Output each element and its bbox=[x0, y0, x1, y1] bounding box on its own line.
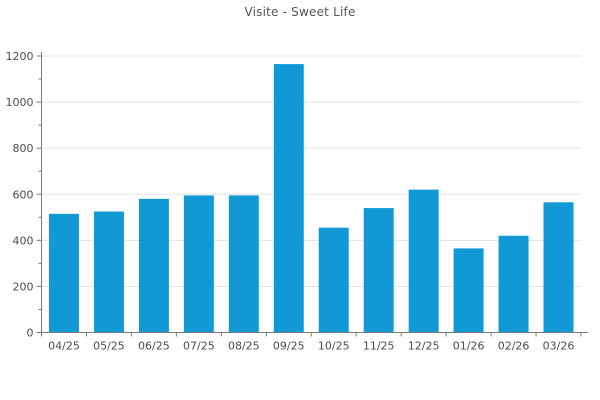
bar-05/25 bbox=[93, 211, 124, 333]
x-tick-label: 12/25 bbox=[408, 340, 440, 353]
x-tick-label: 08/25 bbox=[228, 340, 260, 353]
y-tick-label: 200 bbox=[13, 280, 34, 293]
x-tick-label: 03/26 bbox=[543, 340, 575, 353]
y-tick-label: 800 bbox=[13, 142, 34, 155]
chart-title: Visite - Sweet Life bbox=[244, 5, 356, 19]
bar-10/25 bbox=[318, 227, 349, 333]
bar-02/26 bbox=[498, 235, 529, 333]
bar-07/25 bbox=[183, 195, 214, 333]
y-tick-label: 400 bbox=[13, 234, 34, 247]
x-tick-label: 04/25 bbox=[48, 340, 80, 353]
y-tick-label: 1200 bbox=[6, 50, 34, 63]
x-tick-label: 02/26 bbox=[498, 340, 530, 353]
x-tick-label: 06/25 bbox=[138, 340, 170, 353]
bar-11/25 bbox=[363, 208, 394, 333]
x-tick-label: 07/25 bbox=[183, 340, 215, 353]
bar-08/25 bbox=[228, 195, 259, 333]
y-tick-label: 1000 bbox=[6, 96, 34, 109]
bar-03/26 bbox=[543, 202, 574, 333]
y-tick-label: 600 bbox=[13, 188, 34, 201]
bar-01/26 bbox=[453, 248, 484, 333]
bar-06/25 bbox=[138, 198, 169, 333]
y-tick-label: 0 bbox=[27, 327, 34, 340]
x-tick-label: 01/26 bbox=[453, 340, 485, 353]
bar-09/25 bbox=[273, 64, 304, 333]
x-tick-label: 10/25 bbox=[318, 340, 350, 353]
x-tick-label: 05/25 bbox=[93, 340, 125, 353]
bar-04/25 bbox=[48, 213, 79, 333]
x-tick-label: 09/25 bbox=[273, 340, 305, 353]
bar-12/25 bbox=[408, 189, 439, 333]
x-tick-label: 11/25 bbox=[363, 340, 395, 353]
